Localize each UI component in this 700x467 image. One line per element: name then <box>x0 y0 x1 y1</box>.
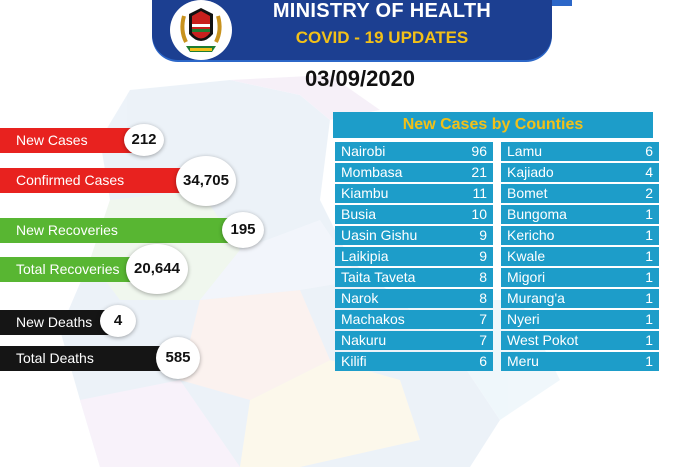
stat-new-recoveries: New Recoveries <box>0 218 232 243</box>
county-name: Lamu <box>507 143 543 159</box>
county-value: 6 <box>479 353 487 369</box>
county-name: Busia <box>341 206 377 222</box>
county-row: Laikipia 9 <box>335 247 493 266</box>
county-row: Bomet 2 <box>501 184 659 203</box>
stat-label: New Deaths <box>16 314 93 330</box>
stat-total-deaths: Total Deaths <box>0 346 172 371</box>
county-value: 2 <box>645 185 653 201</box>
county-value: 1 <box>645 227 653 243</box>
stat-label: Total Deaths <box>16 350 94 366</box>
county-value: 10 <box>471 206 487 222</box>
county-value: 1 <box>645 353 653 369</box>
county-row: Kwale 1 <box>501 247 659 266</box>
county-name: Kajiado <box>507 164 554 180</box>
county-row: Lamu 6 <box>501 142 659 161</box>
county-name: Nyeri <box>507 311 540 327</box>
county-row: Taita Taveta 8 <box>335 268 493 287</box>
stat-value: 195 <box>222 212 264 248</box>
page-subtitle: COVID - 19 UPDATES <box>295 28 469 47</box>
kenya-coat-of-arms-icon <box>170 0 232 60</box>
county-row: Narok 8 <box>335 289 493 308</box>
county-name: Mombasa <box>341 164 403 180</box>
report-date: 03/09/2020 <box>304 66 416 91</box>
county-value: 7 <box>479 332 487 348</box>
county-value: 1 <box>645 332 653 348</box>
county-row: Kilifi 6 <box>335 352 493 371</box>
county-value: 1 <box>645 269 653 285</box>
county-name: Taita Taveta <box>341 269 416 285</box>
county-row: Nakuru 7 <box>335 331 493 350</box>
county-value: 6 <box>645 143 653 159</box>
county-row: Kiambu 11 <box>335 184 493 203</box>
county-value: 8 <box>479 269 487 285</box>
county-value: 8 <box>479 290 487 306</box>
county-name: Migori <box>507 269 546 285</box>
stat-new-cases: New Cases <box>0 128 138 153</box>
stat-label: New Recoveries <box>16 222 118 238</box>
stat-confirmed-cases: Confirmed Cases <box>0 168 196 193</box>
stat-total-recoveries: Total Recoveries <box>0 257 140 282</box>
stat-value: 212 <box>124 124 164 156</box>
county-row: Machakos 7 <box>335 310 493 329</box>
county-name: Kilifi <box>341 353 367 369</box>
county-value: 4 <box>645 164 653 180</box>
county-row: Bungoma 1 <box>501 205 659 224</box>
county-row: Nairobi 96 <box>335 142 493 161</box>
county-name: Uasin Gishu <box>341 227 418 243</box>
county-row: West Pokot 1 <box>501 331 659 350</box>
stat-value: 34,705 <box>176 156 236 206</box>
stat-value: 20,644 <box>126 244 188 294</box>
counties-table-title: New Cases by Counties <box>333 112 653 138</box>
county-name: Machakos <box>341 311 405 327</box>
county-value: 9 <box>479 227 487 243</box>
county-row: Meru 1 <box>501 352 659 371</box>
county-row: Kajiado 4 <box>501 163 659 182</box>
county-value: 21 <box>471 164 487 180</box>
stat-label: Total Recoveries <box>16 261 120 277</box>
county-row: Nyeri 1 <box>501 310 659 329</box>
stat-label: Confirmed Cases <box>16 172 125 188</box>
county-name: Laikipia <box>341 248 389 264</box>
county-value: 1 <box>645 206 653 222</box>
banner-accent <box>550 0 572 6</box>
county-row: Migori 1 <box>501 268 659 287</box>
county-name: Kericho <box>507 227 555 243</box>
stat-label: New Cases <box>16 132 88 148</box>
county-name: Bomet <box>507 185 548 201</box>
county-name: Murang'a <box>507 290 565 306</box>
county-value: 1 <box>645 248 653 264</box>
county-row: Murang'a 1 <box>501 289 659 308</box>
county-name: Kwale <box>507 248 546 264</box>
county-name: West Pokot <box>507 332 579 348</box>
stat-value: 585 <box>156 337 200 379</box>
county-row: Busia 10 <box>335 205 493 224</box>
page-title: MINISTRY OF HEALTH <box>272 0 492 22</box>
county-row: Kericho 1 <box>501 226 659 245</box>
county-name: Nakuru <box>341 332 387 348</box>
county-value: 11 <box>472 185 487 201</box>
county-row: Mombasa 21 <box>335 163 493 182</box>
county-name: Nairobi <box>341 143 386 159</box>
county-name: Bungoma <box>507 206 567 222</box>
stat-new-deaths: New Deaths <box>0 310 112 335</box>
county-row: Uasin Gishu 9 <box>335 226 493 245</box>
county-value: 96 <box>471 143 487 159</box>
county-value: 1 <box>645 290 653 306</box>
county-name: Kiambu <box>341 185 389 201</box>
county-value: 1 <box>645 311 653 327</box>
county-value: 7 <box>479 311 487 327</box>
county-name: Narok <box>341 290 379 306</box>
county-value: 9 <box>479 248 487 264</box>
county-name: Meru <box>507 353 539 369</box>
stat-value: 4 <box>100 305 136 337</box>
